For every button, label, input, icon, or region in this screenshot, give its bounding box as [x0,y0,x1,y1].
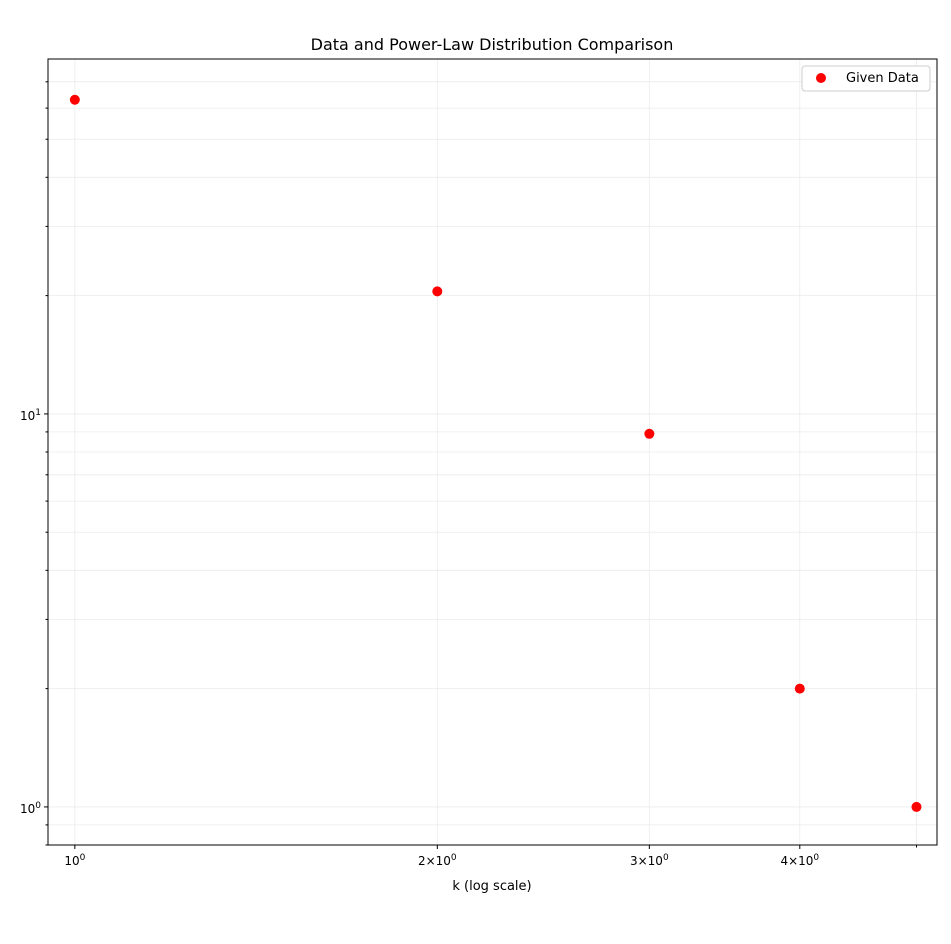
x-tick-label: 2×100 [418,853,457,868]
axis-ticks: 100 2×100 3×100 4×100 100 101 [20,81,917,868]
data-point [69,94,80,105]
x-tick-label: 100 [64,853,85,868]
x-axis-label: k (log scale) [452,879,531,894]
data-point [432,286,443,297]
y-tick-label: 100 [20,801,41,816]
x-tick-label: 4×100 [780,853,819,868]
legend-label: Given Data [846,71,919,86]
data-point [911,801,922,812]
data-point [644,428,655,439]
x-tick-label: 3×100 [630,853,669,868]
data-point [794,683,805,694]
legend: Given Data [801,65,931,92]
grid [48,59,937,846]
y-tick-label: 101 [20,408,41,423]
chart-title: Data and Power-Law Distribution Comparis… [311,35,674,54]
legend-box [801,65,931,92]
data-points [69,94,922,812]
legend-marker [816,73,826,83]
